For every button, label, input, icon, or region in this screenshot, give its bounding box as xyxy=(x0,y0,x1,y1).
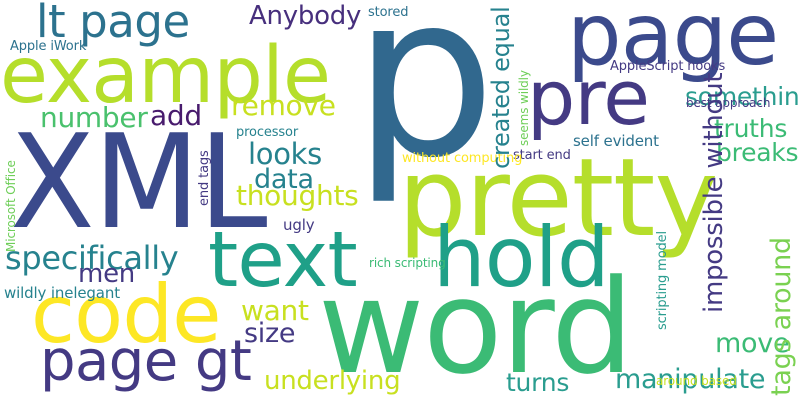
word-scripting-model: scripting model xyxy=(655,231,670,330)
word-seems-wildly: end tags xyxy=(197,150,212,206)
word-self-evident: Apple iWork xyxy=(10,39,87,54)
word-page-gt: page gt xyxy=(40,329,252,394)
word-xml: XML xyxy=(10,106,267,258)
word-remove: remove xyxy=(231,89,336,122)
word-pre: pre xyxy=(527,53,650,142)
word-specifically: specifically xyxy=(5,239,179,277)
word-looks: looks xyxy=(248,137,322,171)
word-microsoft-office: wildly inelegant xyxy=(4,284,120,302)
word-men: men xyxy=(78,259,136,289)
word-add: add xyxy=(150,99,202,132)
word-rich-scripting: self evident xyxy=(573,132,659,150)
word-number: number xyxy=(40,101,148,134)
word-code: code xyxy=(31,268,222,361)
word-example: example xyxy=(0,31,331,121)
word-move: breaks xyxy=(716,138,799,167)
word-end-tags: rich scripting xyxy=(369,256,446,270)
word-start-end: AppleScript hooks xyxy=(610,59,726,74)
word-manipulate: tags around xyxy=(766,237,797,396)
word-hold: hold xyxy=(433,209,610,306)
word-turns: impossible without xyxy=(699,72,729,313)
word-breaks: truths xyxy=(714,114,788,143)
word-something: created equal xyxy=(487,6,515,169)
word-page: page xyxy=(567,0,779,85)
word-underlying: underlying xyxy=(264,366,401,396)
word-lt-page: lt page xyxy=(36,0,190,48)
word-size: size xyxy=(244,318,296,349)
word-without-computing: seems wildly xyxy=(517,70,531,146)
word-truths: something xyxy=(685,82,800,111)
word-apple-iwork: ugly xyxy=(283,216,315,234)
word-impossible-without: Microsoft Office xyxy=(4,160,18,252)
word-want: want xyxy=(241,294,309,327)
word-thoughts: thoughts xyxy=(236,179,359,212)
word-anybody: Anybody xyxy=(249,1,362,31)
word-created-equal: start end xyxy=(513,148,571,163)
word-word: word xyxy=(318,251,634,400)
word-p: p xyxy=(353,0,496,208)
word-ugly: move xyxy=(715,328,790,359)
word-tags-around: without computing xyxy=(402,151,523,166)
word-processor: manipulate xyxy=(615,364,766,395)
word-data: data xyxy=(254,164,314,195)
word-text: text xyxy=(208,216,358,305)
word-pretty: pretty xyxy=(398,136,718,261)
word-around-based: around based xyxy=(656,374,737,388)
word-stored: turns xyxy=(506,368,570,397)
word-wildly-inelegant: best approach xyxy=(686,96,771,110)
word-best-approach: stored xyxy=(368,5,409,20)
word-applescript-hooks: processor xyxy=(236,125,299,140)
